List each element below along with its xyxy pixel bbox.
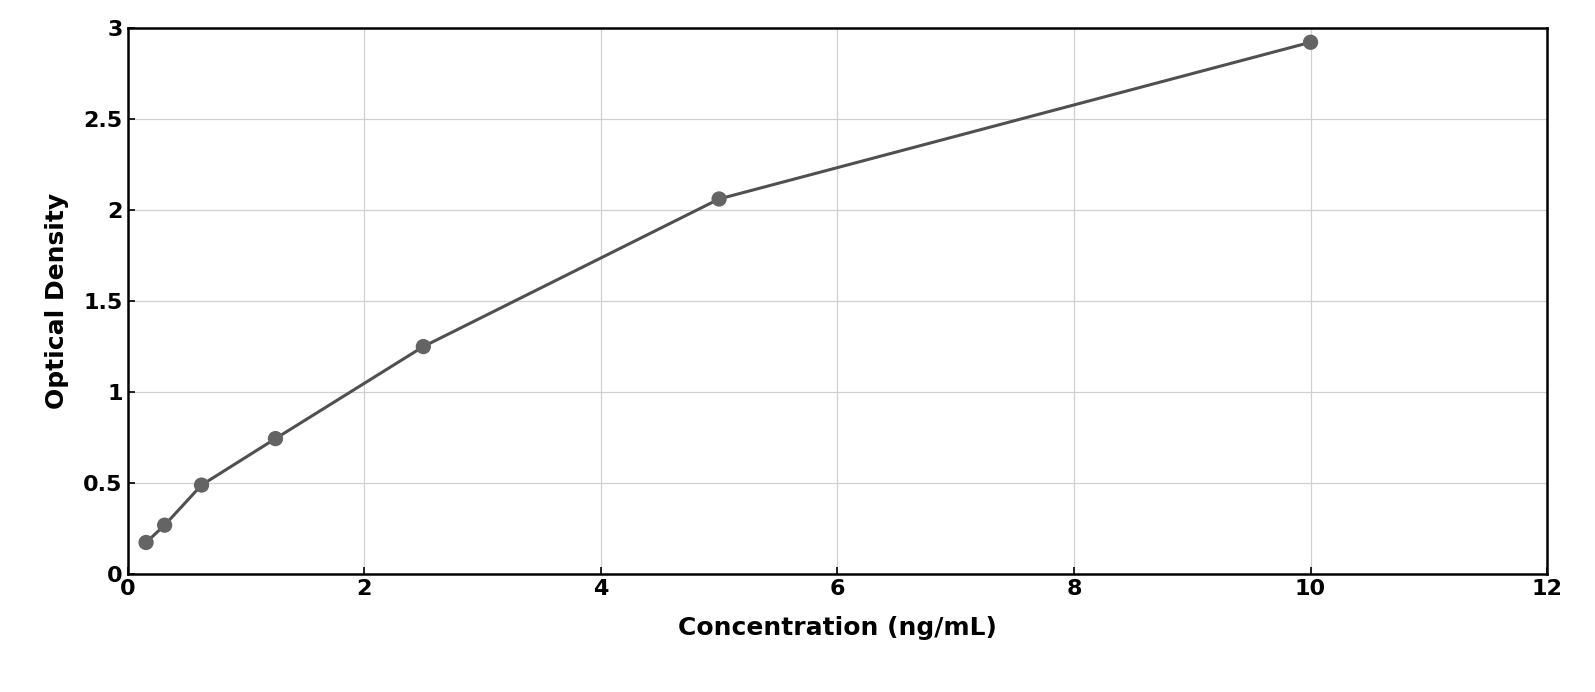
Y-axis label: Optical Density: Optical Density: [46, 193, 70, 409]
Point: [188, 480, 214, 491]
Point: [707, 194, 732, 205]
Point: [263, 433, 289, 444]
Point: [1298, 37, 1324, 48]
Point: [152, 520, 177, 531]
X-axis label: Concentration (ng/mL): Concentration (ng/mL): [678, 616, 997, 640]
Point: [410, 341, 435, 352]
Point: [134, 537, 160, 548]
